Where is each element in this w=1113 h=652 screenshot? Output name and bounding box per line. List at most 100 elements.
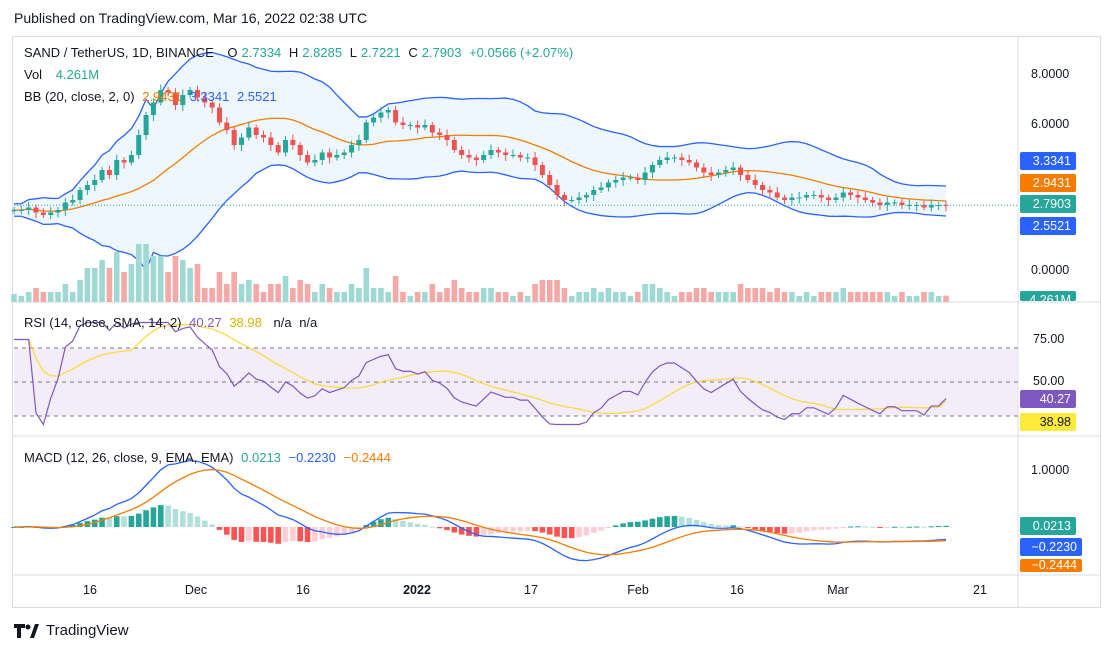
rsi-axis-label: 40.27: [1020, 390, 1076, 408]
low-label: L: [349, 45, 357, 60]
candle-body: [437, 132, 443, 135]
volume-bar: [106, 268, 113, 302]
volume-bar: [656, 288, 663, 302]
volume-bar: [671, 296, 678, 302]
candle-body: [62, 202, 68, 210]
macd-histogram-bar: [414, 523, 421, 527]
macd-histogram-bar: [656, 517, 663, 527]
volume-bar: [884, 292, 891, 302]
macd-histogram-bar: [422, 524, 428, 527]
macd-histogram-bar: [583, 527, 590, 536]
candle-body: [642, 172, 648, 180]
candle-body: [495, 150, 501, 153]
macd-histogram-bar: [701, 522, 707, 527]
candle-body: [92, 180, 98, 185]
volume-bar: [224, 284, 230, 302]
rsi-label[interactable]: RSI (14, close, SMA, 14, 2): [24, 315, 182, 330]
volume-bar: [268, 284, 274, 302]
macd-histogram-bar: [634, 521, 641, 527]
macd-histogram-bar: [341, 527, 348, 535]
macd-histogram-bar: [268, 527, 274, 543]
x-tick-21-mar: 21: [973, 583, 987, 597]
candle-body: [114, 160, 120, 175]
volume-bar: [275, 284, 281, 302]
candle-body: [730, 167, 736, 170]
volume-bar: [774, 288, 781, 302]
rsi-ma-value: 38.98: [229, 315, 262, 330]
volume-bar: [55, 292, 61, 302]
candle-body: [613, 180, 619, 183]
candle-body: [928, 205, 934, 208]
volume-bar: [488, 288, 494, 302]
macd-histogram-bar: [620, 523, 626, 527]
candle-body: [811, 195, 817, 196]
x-tick-16-nov: 16: [83, 583, 97, 597]
volume-bar: [847, 292, 854, 302]
macd-histogram-bar: [664, 516, 670, 527]
symbol-label[interactable]: SAND / TetherUS, 1D, BINANCE: [24, 45, 214, 60]
macd-histogram-bar: [906, 526, 913, 528]
tradingview-logo[interactable]: TradingView: [14, 622, 129, 639]
volume-bar: [554, 280, 560, 302]
price-tick-6: 6.0000: [1031, 117, 1070, 131]
macd-histogram-bar: [605, 527, 612, 528]
volume-bar: [165, 272, 171, 302]
macd-histogram-bar: [238, 527, 245, 542]
candle-body: [70, 200, 76, 203]
volume-bar: [231, 272, 237, 302]
volume-bar: [319, 284, 326, 302]
volume-bar: [840, 288, 847, 302]
volume-bar: [400, 292, 406, 302]
change-value: +0.0566 (+2.07%): [469, 45, 574, 60]
volume-bar: [825, 292, 832, 302]
candle-body: [202, 97, 208, 103]
candle-body: [833, 197, 839, 200]
candle-body: [503, 152, 509, 155]
rsi-band: [14, 348, 1018, 416]
macd-histogram-bar: [803, 527, 810, 532]
macd-histogram-bar: [913, 526, 920, 528]
candle-body: [55, 210, 61, 213]
candle-body: [848, 192, 854, 195]
volume-bar: [370, 288, 377, 302]
macd-histogram-bar: [297, 527, 304, 542]
macd-label[interactable]: MACD (12, 26, close, 9, EMA, EMA): [24, 450, 234, 465]
macd-hist-axis-label: 0.0213: [1020, 517, 1076, 535]
candle-body: [319, 152, 325, 160]
macd-histogram-bar: [840, 527, 847, 528]
macd-histogram-bar: [833, 527, 839, 529]
volume-bar: [436, 292, 443, 302]
macd-histogram-bar: [847, 526, 854, 528]
candle-body: [33, 207, 39, 213]
macd-histogram-bar: [627, 522, 634, 527]
volume-bar: [334, 292, 340, 302]
macd-histogram-bar: [715, 525, 722, 527]
volume-bar: [679, 292, 685, 302]
volume-bar: [899, 292, 905, 302]
volume-bar: [752, 288, 758, 302]
candle-body: [818, 195, 824, 198]
volume-bar: [598, 292, 604, 302]
candle-body: [143, 115, 149, 135]
volume-bar: [143, 244, 149, 302]
candle-body: [363, 122, 369, 140]
candle-body: [327, 152, 333, 158]
macd-line-value: −0.2230: [288, 450, 336, 465]
volume-bar: [642, 284, 648, 302]
candle-body: [165, 90, 171, 93]
volume-label[interactable]: Vol: [24, 67, 43, 82]
bb-label[interactable]: BB (20, close, 2, 0): [24, 89, 135, 104]
macd-histogram-bar: [172, 509, 179, 527]
macd-histogram-bar: [77, 522, 83, 527]
x-tick-dec: Dec: [184, 583, 208, 597]
macd-histogram-bar: [458, 527, 465, 535]
macd-histogram-bar: [612, 525, 619, 527]
close-label: C: [408, 45, 418, 60]
macd-hist-value: 0.0213: [241, 450, 281, 465]
x-tick-mar: Mar: [827, 583, 849, 597]
macd-histogram-bar: [495, 527, 502, 534]
rsi-legend: RSI (14, close, SMA, 14, 2) 40.27 38.98 …: [24, 315, 321, 330]
rsi-value: 40.27: [189, 315, 222, 330]
volume-bar: [172, 256, 179, 302]
